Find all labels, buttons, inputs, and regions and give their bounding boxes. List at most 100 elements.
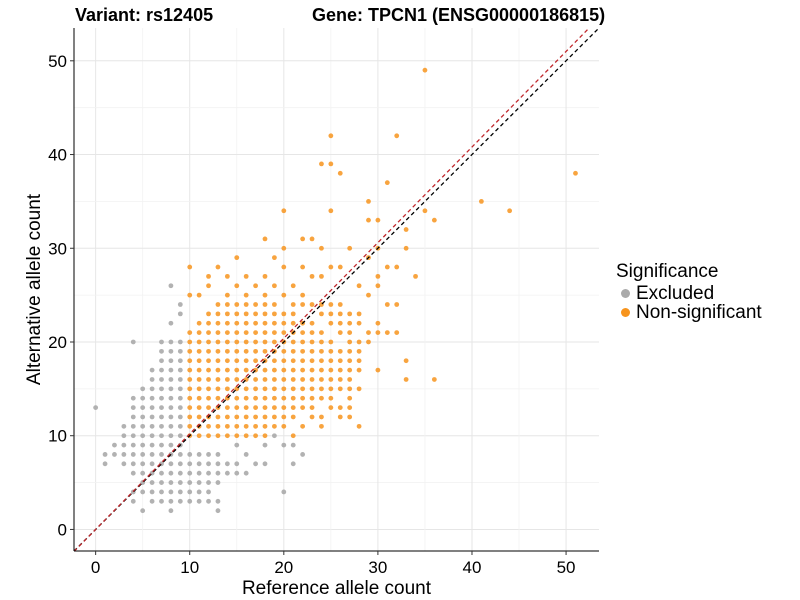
data-point-excluded xyxy=(149,480,155,485)
data-point-non-significant xyxy=(234,348,240,354)
data-point-non-significant xyxy=(281,386,287,392)
data-point-non-significant xyxy=(366,199,371,204)
data-point-excluded xyxy=(121,433,127,439)
data-point-non-significant xyxy=(300,292,306,298)
data-point-non-significant xyxy=(206,395,211,401)
data-point-non-significant xyxy=(337,367,343,373)
data-point-non-significant xyxy=(300,236,306,242)
data-point-non-significant xyxy=(272,255,277,261)
x-tick-label: 30 xyxy=(368,558,387,577)
data-point-non-significant xyxy=(290,414,296,420)
data-point-non-significant xyxy=(300,377,306,382)
data-point-excluded xyxy=(234,442,240,448)
data-point-non-significant xyxy=(281,292,287,298)
data-point-non-significant xyxy=(431,217,437,223)
data-point-excluded xyxy=(168,405,174,410)
data-point-excluded xyxy=(159,414,164,420)
data-point-non-significant xyxy=(422,67,428,73)
data-point-non-significant xyxy=(347,330,353,336)
data-point-excluded xyxy=(168,414,174,420)
data-point-non-significant xyxy=(347,245,353,251)
data-point-non-significant xyxy=(215,330,221,336)
data-point-excluded xyxy=(177,498,183,504)
data-point-non-significant xyxy=(262,386,268,392)
data-point-excluded xyxy=(177,386,183,392)
data-point-excluded xyxy=(168,498,174,504)
data-point-non-significant xyxy=(206,377,211,382)
data-point-non-significant xyxy=(319,330,324,336)
data-point-non-significant xyxy=(328,386,334,392)
data-point-non-significant xyxy=(281,330,287,336)
data-point-excluded xyxy=(149,386,155,392)
data-point-non-significant xyxy=(224,348,230,354)
data-point-excluded xyxy=(102,461,108,467)
data-point-non-significant xyxy=(215,358,221,364)
data-point-non-significant xyxy=(206,339,211,345)
data-point-excluded xyxy=(168,320,174,326)
data-point-non-significant xyxy=(234,339,240,345)
data-point-non-significant xyxy=(272,320,277,326)
data-point-excluded xyxy=(177,423,183,429)
data-point-non-significant xyxy=(196,339,202,345)
data-point-excluded xyxy=(234,461,240,467)
data-point-non-significant xyxy=(281,311,287,317)
data-point-non-significant xyxy=(272,405,277,410)
data-point-non-significant xyxy=(224,414,230,420)
data-point-excluded xyxy=(140,395,146,401)
data-point-non-significant xyxy=(281,348,287,354)
data-point-non-significant xyxy=(253,405,258,410)
data-point-non-significant xyxy=(422,208,428,214)
y-tick-label: 10 xyxy=(48,427,67,446)
data-point-non-significant xyxy=(187,395,193,401)
data-point-non-significant xyxy=(337,386,343,392)
data-point-non-significant xyxy=(290,302,296,307)
x-tick-label: 40 xyxy=(463,558,482,577)
data-point-non-significant xyxy=(281,264,287,270)
data-point-non-significant xyxy=(196,358,202,364)
data-point-non-significant xyxy=(206,433,211,439)
data-point-non-significant xyxy=(573,170,578,176)
data-point-non-significant xyxy=(356,386,362,392)
data-point-excluded xyxy=(159,442,164,448)
data-point-non-significant xyxy=(337,170,343,176)
data-point-non-significant xyxy=(347,358,353,364)
data-point-non-significant xyxy=(309,377,315,382)
data-point-excluded xyxy=(243,470,249,476)
data-point-non-significant xyxy=(253,311,258,317)
data-point-non-significant xyxy=(262,395,268,401)
data-point-excluded xyxy=(159,470,164,476)
data-point-non-significant xyxy=(187,264,193,270)
data-point-excluded xyxy=(300,452,306,457)
data-point-excluded xyxy=(168,348,174,354)
data-point-non-significant xyxy=(319,377,324,382)
data-point-non-significant xyxy=(224,377,230,382)
data-point-non-significant xyxy=(281,423,287,429)
data-point-non-significant xyxy=(337,377,343,382)
data-point-excluded xyxy=(168,358,174,364)
data-point-excluded xyxy=(196,461,202,467)
data-point-non-significant xyxy=(262,433,268,439)
data-point-non-significant xyxy=(319,386,324,392)
data-point-excluded xyxy=(196,498,202,504)
data-point-non-significant xyxy=(272,395,277,401)
data-point-non-significant xyxy=(224,433,230,439)
data-point-non-significant xyxy=(309,330,315,336)
data-point-non-significant xyxy=(272,423,277,429)
data-point-non-significant xyxy=(319,339,324,345)
data-point-non-significant xyxy=(234,311,240,317)
data-point-non-significant xyxy=(206,330,211,336)
data-point-non-significant xyxy=(337,348,343,354)
identity-line xyxy=(74,28,599,551)
data-point-excluded xyxy=(187,489,193,495)
data-point-excluded xyxy=(140,414,146,420)
data-point-non-significant xyxy=(300,367,306,373)
data-point-non-significant xyxy=(262,377,268,382)
data-point-excluded xyxy=(206,461,211,467)
data-point-non-significant xyxy=(356,339,362,345)
data-point-excluded xyxy=(93,405,99,410)
data-point-non-significant xyxy=(347,339,353,345)
data-point-excluded xyxy=(168,480,174,485)
data-point-excluded xyxy=(206,452,211,457)
data-point-excluded xyxy=(130,414,136,420)
